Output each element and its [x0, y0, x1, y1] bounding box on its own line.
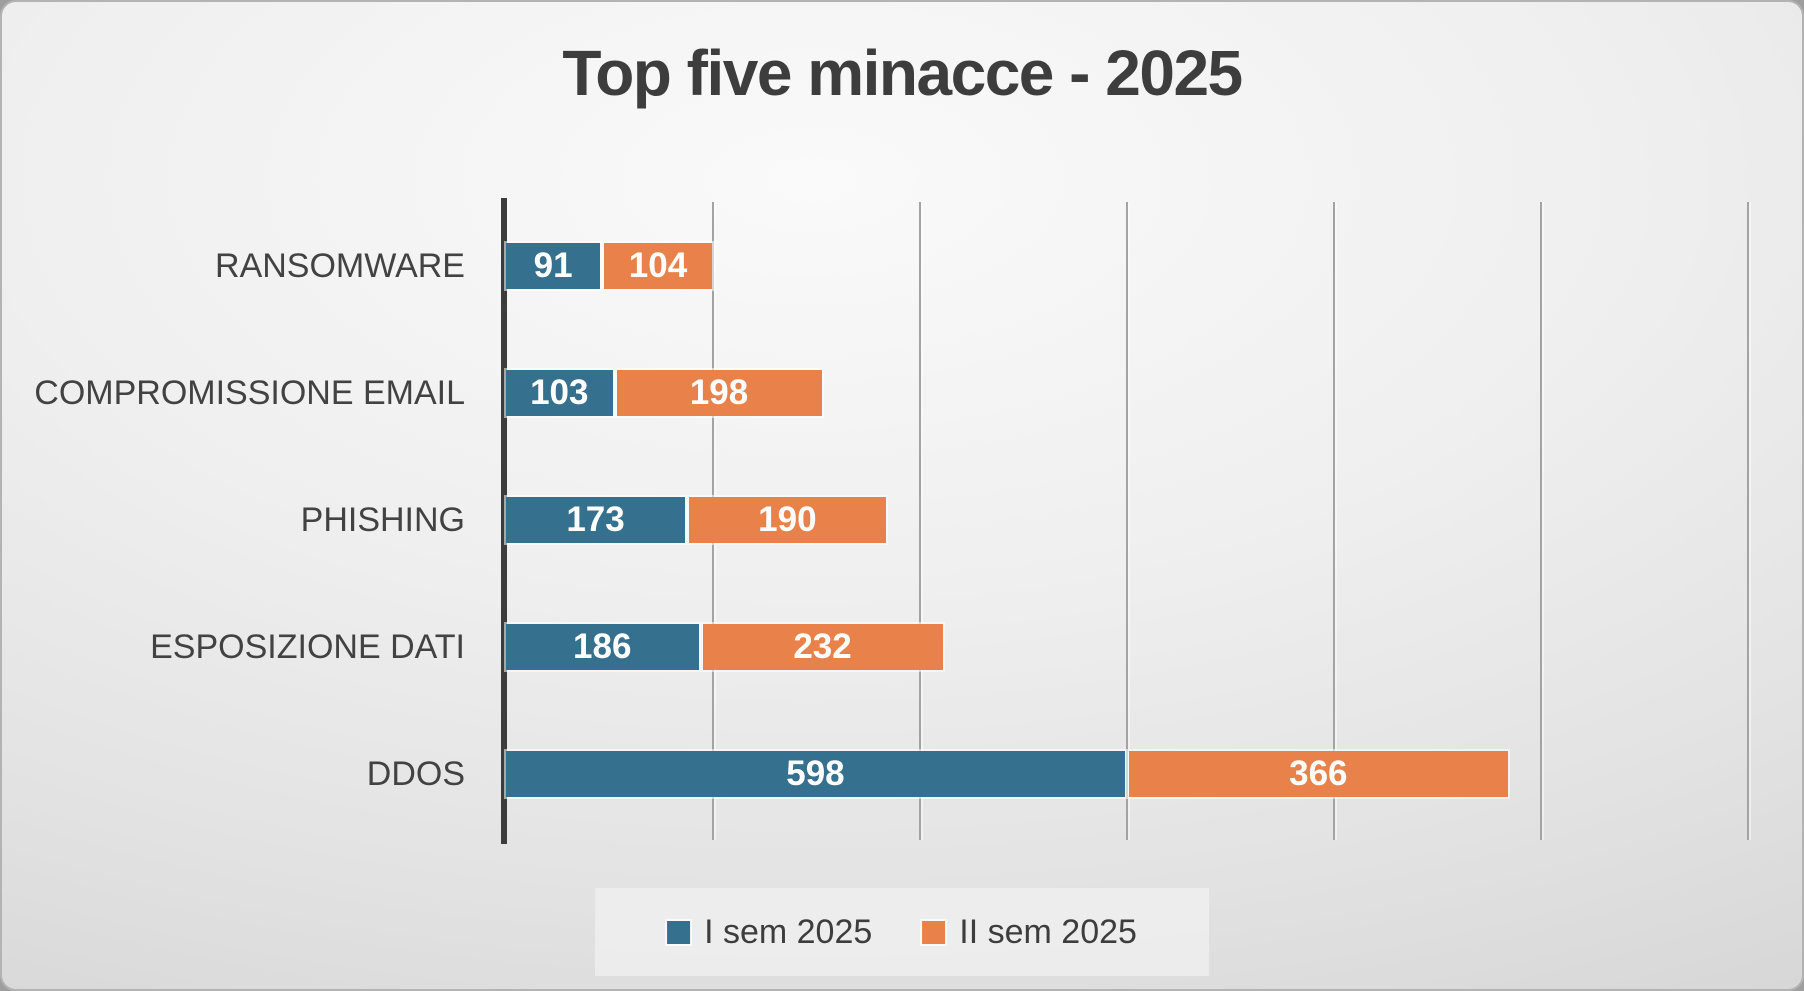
legend-item: II sem 2025 [922, 913, 1137, 952]
bar-value-label: 190 [758, 499, 817, 539]
bar-row: 103 198 [506, 369, 822, 416]
category-label: ESPOSIZIONE DATI [150, 627, 465, 666]
y-axis-line [501, 198, 507, 844]
bar-segment-series-2: 104 [604, 242, 712, 289]
bar-value-label: 173 [566, 499, 625, 539]
category-label: RANSOMWARE [215, 246, 465, 285]
bar-segment-series-2: 232 [702, 623, 943, 670]
bar-value-label: 186 [573, 626, 632, 666]
category-label: PHISHING [300, 500, 465, 539]
bar-segment-series-1: 91 [506, 242, 601, 289]
bar-row: 598 366 [506, 750, 1508, 797]
bar-segment-series-1: 598 [506, 750, 1125, 797]
bar-row: 186 232 [506, 623, 943, 670]
bar-value-label: 104 [628, 245, 688, 285]
bar-value-label: 103 [530, 372, 589, 412]
bar-segment-series-1: 186 [506, 623, 699, 670]
bar-segment-series-2: 366 [1128, 750, 1508, 797]
gridline-x-800 [1333, 202, 1335, 840]
bar-value-label: 91 [533, 245, 573, 285]
bar-segment-series-2: 190 [689, 496, 886, 543]
bar-value-label: 232 [793, 626, 852, 666]
category-label: DDOS [366, 754, 465, 793]
legend: I sem 2025 II sem 2025 [595, 888, 1209, 976]
bar-row: 91 104 [506, 242, 712, 289]
bar-value-label: 366 [1289, 753, 1348, 793]
legend-swatch-icon [667, 920, 691, 944]
legend-item: I sem 2025 [667, 913, 872, 952]
bar-segment-series-1: 173 [506, 496, 686, 543]
bar-value-label: 198 [689, 372, 749, 412]
chart-title: Top five minacce - 2025 [562, 37, 1243, 109]
legend-label: II sem 2025 [959, 912, 1137, 951]
bar-segment-series-1: 103 [506, 369, 613, 416]
legend-label: I sem 2025 [704, 912, 873, 951]
bar-segment-series-2: 198 [616, 369, 822, 416]
legend-swatch-icon [922, 920, 946, 944]
category-label: COMPROMISSIONE EMAIL [34, 373, 465, 412]
bar-value-label: 598 [786, 753, 845, 793]
gridline-x-1000 [1540, 202, 1542, 840]
gridline-x-600 [1126, 202, 1128, 840]
gridline-x-400 [919, 202, 921, 840]
bar-row: 173 190 [506, 496, 886, 543]
gridline-x-1200 [1747, 202, 1749, 840]
